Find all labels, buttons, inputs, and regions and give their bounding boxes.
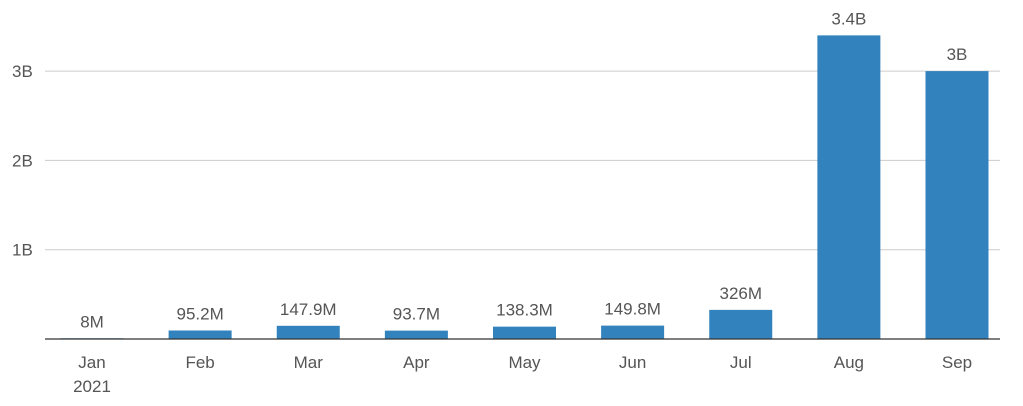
y-tick-label: 2B [12,151,33,170]
x-tick-label: Aug [834,353,864,372]
x-tick-sublabel: 2021 [73,377,111,396]
x-tick-label: May [508,353,541,372]
x-tick-label: Mar [294,353,324,372]
bar-mar [276,325,340,339]
value-label: 95.2M [177,304,224,323]
bar-feb [168,330,232,339]
x-tick-label: Sep [942,353,972,372]
x-tick-label: Jan [78,353,105,372]
value-label: 3.4B [831,9,866,28]
value-label: 8M [80,312,104,331]
value-label: 326M [719,284,762,303]
y-axis-tick-labels: 1B 2B 3B [12,62,33,260]
bar-apr [384,330,448,339]
value-label: 149.8M [604,300,661,319]
x-tick-label: Apr [403,353,430,372]
x-tick-label: Feb [185,353,214,372]
y-tick-label: 3B [12,62,33,81]
value-label: 3B [947,45,968,64]
bar-aug [817,35,881,339]
bars [60,35,989,339]
bar-may [493,326,556,339]
x-axis-labels: Jan 2021 Feb Mar Apr May Jun Jul Aug Sep [73,353,972,396]
value-label: 93.7M [393,305,440,324]
x-tick-label: Jun [619,353,646,372]
bar-sep [925,71,989,339]
value-label: 138.3M [496,301,553,320]
value-label: 147.9M [280,300,337,319]
y-tick-label: 1B [12,241,33,260]
value-labels: 8M 95.2M 147.9M 93.7M 138.3M 149.8M 326M 3.4B 3B [80,9,967,331]
bar-jun [601,325,665,339]
bar-jul [709,309,773,339]
x-tick-label: Jul [730,353,752,372]
